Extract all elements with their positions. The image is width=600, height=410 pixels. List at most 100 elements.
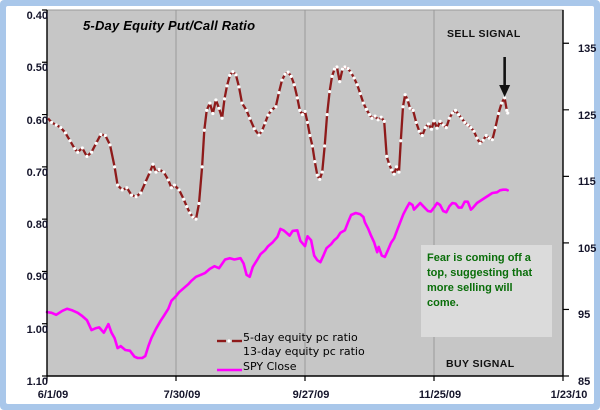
data-point-marker [112,165,117,169]
data-point-marker [382,119,386,123]
data-point-marker [252,127,256,131]
data-point-marker [263,121,267,125]
data-point-marker [280,78,284,82]
data-point-marker [188,211,192,215]
data-point-marker [197,201,201,206]
data-point-marker [327,89,332,94]
sell-arrow-head-icon [499,85,511,97]
data-point-marker [325,112,329,117]
x-axis-tick-label: 1/23/10 [550,389,588,401]
data-point-marker [172,183,177,187]
data-point-marker [349,71,353,75]
data-point-marker [438,119,442,123]
data-point-marker [401,105,405,109]
data-point-marker [148,170,152,174]
data-point-marker [435,126,439,130]
right-axis-tick-label: 85 [578,376,591,388]
data-point-marker [426,122,431,126]
data-point-marker [411,108,415,112]
left-axis-tick-label: 0.40 [26,10,48,22]
data-point-marker [423,126,427,130]
data-point-marker [323,144,327,148]
data-point-marker [397,170,401,174]
data-point-marker [151,162,155,166]
data-point-marker [200,165,204,169]
data-point-marker [154,170,158,174]
data-point-marker [332,67,337,71]
data-point-marker [505,108,509,112]
data-point-marker [257,133,261,137]
data-point-marker [289,74,293,79]
data-point-marker [453,108,458,112]
data-point-marker [274,105,278,109]
data-point-marker [447,116,451,120]
data-point-marker [318,177,322,182]
data-point-marker [108,143,112,147]
legend-item-5day: 5-day equity pc ratio [217,330,365,345]
data-point-marker [394,165,399,169]
legend: 5-day equity pc ratio 13-day equity pc r… [217,330,365,374]
right-axis-tick-label: 105 [578,242,597,255]
data-point-marker [295,96,299,100]
data-point-marker [191,215,195,219]
data-point-marker [162,170,166,174]
data-point-marker [450,111,455,115]
data-point-marker [343,65,347,69]
data-point-marker [202,128,206,132]
data-point-marker [50,120,54,125]
data-point-marker [76,150,80,154]
data-point-marker [367,112,372,117]
data-point-marker [260,129,264,133]
data-point-marker [182,197,186,201]
data-point-marker [292,83,296,87]
data-point-marker [129,193,134,197]
left-axis-tick-label: 0.60 [26,114,48,127]
data-point-marker [266,113,270,117]
data-point-marker [116,183,120,187]
data-point-marker [408,106,412,110]
right-axis-tick-label: 95 [578,309,591,322]
data-point-marker [373,114,377,118]
left-axis-tick-label: 0.70 [26,166,48,179]
data-point-marker [103,133,107,138]
data-point-marker [283,72,287,76]
data-point-marker [217,106,221,110]
data-point-marker [237,85,241,89]
data-point-marker [228,73,232,77]
data-point-marker [390,168,394,172]
left-axis-tick-label: 0.50 [26,62,48,75]
data-point-marker [417,129,421,133]
legend-label: SPY Close [243,359,297,373]
data-point-marker [506,111,510,115]
data-point-marker [310,144,314,148]
data-point-marker [355,83,359,87]
data-point-marker [205,108,209,112]
data-point-marker [444,126,448,130]
data-point-marker [379,115,383,119]
data-point-marker [340,67,345,71]
data-point-marker [143,180,147,185]
data-point-marker [496,111,501,116]
data-point-marker [403,93,407,97]
data-point-marker [300,112,305,117]
legend-item-spy: SPY Close [217,359,365,374]
data-point-marker [503,96,507,100]
right-axis-tick-label: 125 [578,109,597,122]
data-point-marker [484,133,488,138]
data-point-marker [472,129,476,133]
data-point-marker [405,98,410,102]
13day-line-swatch-icon [217,349,242,355]
legend-label: 5-day equity pc ratio [243,330,358,344]
data-point-marker [414,120,418,125]
chart-canvas: 5-Day Equity Put/Call Ratio SELL SIGNAL … [6,6,597,404]
data-point-marker [463,120,467,125]
data-point-marker [94,141,98,145]
data-point-marker [120,188,124,192]
data-point-marker [63,131,68,135]
data-point-marker [456,112,461,117]
data-point-marker [220,116,224,120]
data-point-marker [499,101,504,105]
data-point-marker [68,139,72,143]
data-point-marker [134,195,138,199]
